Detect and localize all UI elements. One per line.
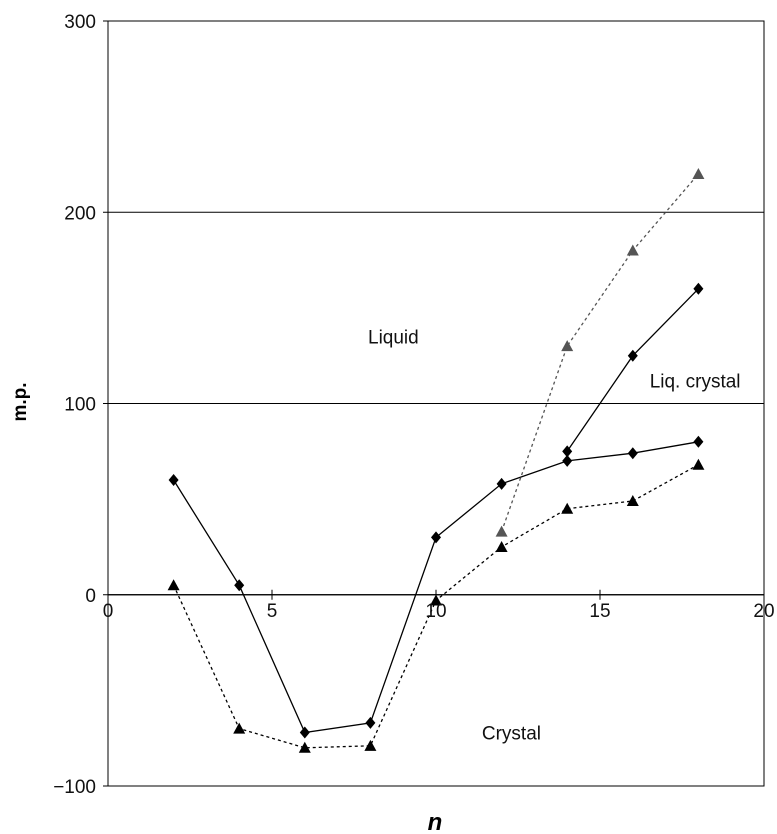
data-point-triangle: [626, 495, 639, 507]
data-point-diamond: [234, 579, 245, 592]
region-label-liq-crystal: Liq. crystal: [650, 372, 741, 393]
data-point-diamond: [693, 282, 704, 295]
data-point-diamond: [627, 349, 638, 362]
y-tick-label: 100: [64, 395, 96, 416]
data-point-diamond: [168, 474, 179, 486]
x-axis-title: n: [428, 809, 443, 834]
data-point-diamond: [693, 435, 704, 448]
series-line-3: [500, 173, 699, 532]
data-point-diamond: [627, 447, 638, 460]
data-point-triangle: [364, 739, 377, 751]
data-point-triangle: [692, 458, 705, 470]
data-point-diamond: [431, 531, 441, 544]
x-tick-label: 5: [267, 601, 278, 622]
data-point-diamond: [562, 454, 573, 467]
y-tick-label: −100: [53, 777, 96, 798]
series-line-1: [566, 288, 699, 452]
x-tick-label: 0: [103, 601, 114, 622]
data-point-diamond: [299, 726, 310, 739]
data-point-diamond: [562, 445, 573, 458]
data-point-diamond: [496, 477, 507, 490]
y-tick-label: 200: [64, 203, 96, 224]
data-point-diamond: [365, 716, 376, 729]
data-point-triangle: [692, 168, 705, 179]
x-tick-label: 20: [753, 601, 774, 622]
data-point-triangle: [430, 594, 442, 606]
y-tick-label: 0: [85, 586, 96, 607]
y-axis-title: m.p.: [10, 382, 31, 421]
data-point-triangle: [561, 340, 574, 352]
data-point-triangle: [167, 579, 180, 591]
x-tick-label: 15: [589, 601, 610, 622]
data-point-triangle: [495, 540, 508, 552]
series-line-0: [173, 441, 699, 734]
data-point-triangle: [626, 244, 639, 256]
data-point-triangle: [495, 525, 508, 537]
series-layer: [167, 168, 705, 753]
y-tick-label: 300: [64, 12, 96, 33]
region-label-liquid: Liquid: [368, 328, 419, 349]
ticks-layer: 0 5 10 15 20 −100 0 100 200 300: [53, 12, 774, 798]
region-label-crystal: Crystal: [482, 723, 541, 744]
data-point-triangle: [233, 722, 246, 734]
x-tick-label: 10: [425, 601, 446, 622]
data-point-triangle: [298, 741, 311, 753]
data-point-triangle: [561, 502, 574, 514]
